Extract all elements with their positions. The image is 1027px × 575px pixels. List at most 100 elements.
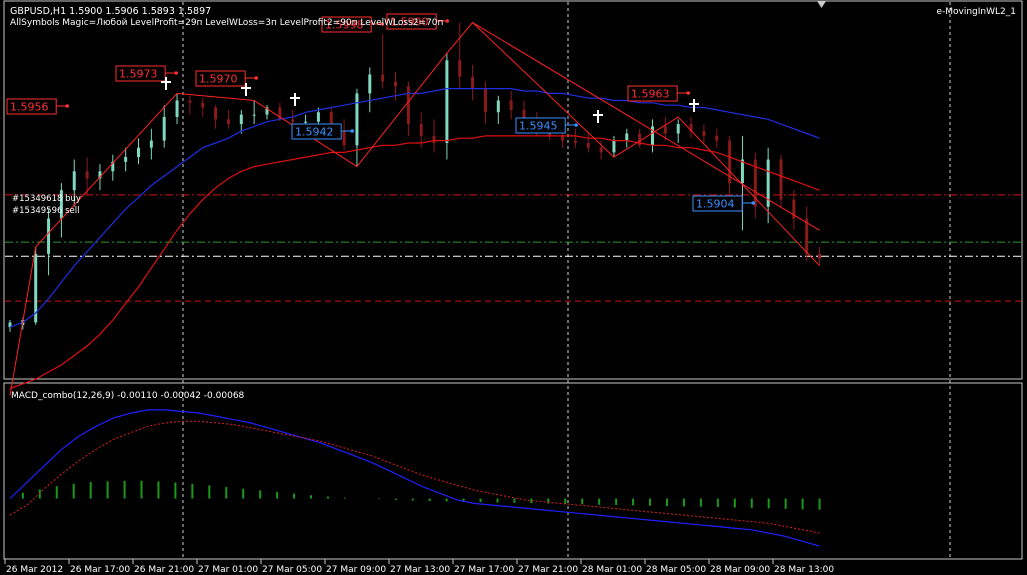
candle-body [818, 253, 822, 259]
candle-body [188, 100, 192, 103]
price-label-text: 1.5970 [199, 73, 238, 86]
candle-body [304, 121, 308, 123]
time-label: 28 Mar 13:00 [774, 565, 834, 575]
macd-pane-frame [3, 382, 1023, 560]
time-label: 27 Mar 21:00 [518, 565, 578, 575]
candle-body [111, 161, 115, 172]
macd-main-line [9, 409, 820, 547]
candle-body [47, 218, 51, 254]
price-label-dot [445, 19, 450, 23]
candle-body [599, 147, 603, 153]
candle-body [458, 60, 462, 77]
candle-body [355, 93, 359, 146]
price-label-text: 1.5963 [631, 88, 670, 101]
candle-body [432, 135, 436, 143]
candle-body [561, 135, 565, 141]
candle-body [137, 147, 140, 158]
time-label: 26 Mar 21:00 [134, 565, 194, 575]
ma-slow-line [9, 135, 820, 390]
candle-body [239, 114, 243, 125]
macd-title: MACD_combo(12,26,9) -0.00110 -0.00042 -0… [11, 391, 245, 401]
price-label-text: 1.5973 [119, 68, 158, 81]
price-label-dot [350, 129, 355, 133]
candle-body [676, 124, 680, 134]
candle-body [368, 74, 372, 94]
time-label: 27 Mar 09:00 [326, 565, 386, 575]
candle-body [612, 140, 616, 153]
candle-body [8, 322, 12, 328]
price-label-dot [751, 201, 755, 205]
price-label-dot [254, 76, 258, 80]
price-label-text: 1.5942 [295, 126, 334, 139]
params-line: AllSymbols Magic=Любой LevelProfit=29п L… [10, 18, 444, 28]
price-label-dot [174, 71, 178, 75]
time-label: 27 Mar 13:00 [390, 565, 450, 575]
candle-body [419, 124, 423, 136]
candle-body [792, 199, 796, 219]
candle-body [445, 60, 449, 143]
candle-body [162, 116, 166, 141]
candle-body [638, 133, 642, 146]
candle-body [72, 171, 76, 191]
time-axis: 26 Mar 2012 26 Mar 17:00 26 Mar 21:00 27 Ma… [4, 559, 834, 575]
candle-body [85, 171, 89, 179]
price-label-dot [686, 91, 690, 95]
candle-body [766, 159, 770, 207]
window-arrow-icon[interactable] [817, 1, 826, 8]
macd-histogram [21, 480, 821, 510]
candle-body [149, 140, 153, 148]
price-label-text: 1.5904 [696, 198, 735, 211]
candle-body [342, 131, 346, 146]
candle-body [175, 100, 179, 117]
time-label: 28 Mar 05:00 [646, 565, 706, 575]
price-label-text: 1.5998 [325, 19, 364, 32]
candle-body [214, 107, 218, 120]
main-pane-frame [3, 0, 1023, 380]
candlesticks [8, 22, 822, 332]
candle-body [728, 140, 732, 184]
candle-body [522, 109, 526, 125]
price-labels: 1.5956 1.5973 1.5970 1.5998 1.5990 1.5963 1.59… [6, 13, 755, 212]
zigzag-line [9, 21, 820, 396]
candle-body [226, 119, 230, 125]
candle-body [651, 126, 654, 146]
candle-body [483, 88, 487, 113]
candle-body [201, 102, 205, 108]
horizontal-levels [5, 194, 1021, 302]
candle-body [805, 218, 809, 254]
macd-lines [9, 409, 820, 547]
time-label: 27 Mar 01:00 [198, 565, 258, 575]
time-label: 28 Mar 09:00 [710, 565, 770, 575]
candle-body [586, 142, 590, 148]
time-label: 26 Mar 2012 [6, 565, 63, 575]
candle-body [98, 171, 102, 179]
candle-body [394, 81, 397, 87]
candle-body [316, 112, 320, 122]
time-label: 27 Mar 05:00 [262, 565, 322, 575]
candle-body [252, 114, 256, 116]
time-label: 28 Mar 01:00 [582, 565, 642, 575]
candle-body [124, 157, 128, 162]
candle-body [291, 119, 295, 122]
order-label-sell: #15349596 sell [12, 206, 79, 216]
price-label-dot [65, 104, 69, 108]
price-label-text: 1.5956 [10, 101, 49, 114]
candle-body [753, 159, 757, 207]
candle-body [59, 190, 63, 219]
candle-body [573, 140, 577, 143]
candle-body [702, 131, 706, 136]
time-label: 26 Mar 17:00 [70, 565, 130, 575]
zigzag-lines [9, 21, 820, 396]
candle-body [740, 159, 744, 184]
price-label-text: 1.5945 [519, 120, 558, 133]
candle-body [381, 74, 385, 82]
candle-body [509, 100, 513, 110]
price-label-text: 1.5990 [390, 16, 429, 29]
candle-body [625, 133, 629, 141]
price-label-dot [574, 123, 578, 127]
time-label: 27 Mar 17:00 [454, 565, 514, 575]
order-label-buy: #15349618 buy [12, 194, 81, 204]
symbol-line: GBPUSD,H1 1.5900 1.5906 1.5893 1.5897 [10, 6, 211, 17]
